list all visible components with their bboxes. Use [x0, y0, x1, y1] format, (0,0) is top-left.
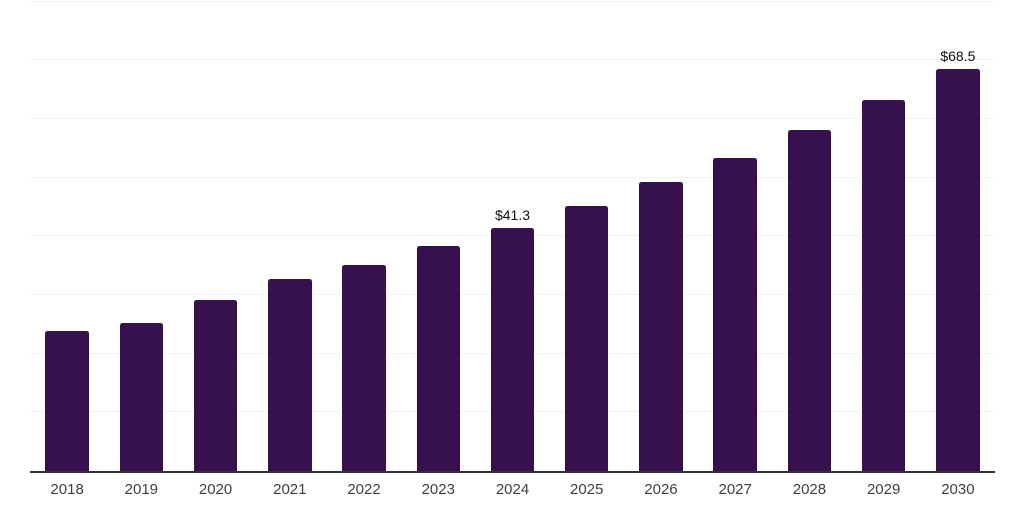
- gridline-80: [30, 0, 993, 2]
- bar-2023: [416, 246, 461, 471]
- bar-2029: [861, 100, 906, 471]
- x-axis-line: [30, 470, 995, 473]
- bar-2021: [268, 279, 312, 471]
- bar-2018: [45, 330, 89, 471]
- bar-2024: [490, 228, 535, 471]
- bar-2025: [564, 206, 609, 471]
- bar-2026: [639, 181, 683, 471]
- gridline-70: [30, 59, 993, 61]
- x-tick-label-2030: 2030: [941, 481, 975, 498]
- value-label-2030: $68.5: [940, 47, 976, 64]
- bar-2030: [936, 68, 980, 471]
- gridline-60: [30, 117, 993, 119]
- x-tick-label-2022: 2022: [347, 481, 381, 498]
- x-tick-label-2025: 2025: [570, 481, 604, 498]
- x-tick-label-2018: 2018: [50, 481, 84, 498]
- plot-area: $41.3 $68.5: [30, 0, 995, 471]
- bar-2022: [342, 265, 386, 471]
- x-tick-label-2024: 2024: [495, 481, 530, 498]
- x-tick-label-2020: 2020: [198, 481, 233, 498]
- bar-2020: [193, 299, 238, 471]
- x-tick-label-2019: 2019: [124, 481, 159, 498]
- x-tick-label-2028: 2028: [792, 481, 827, 498]
- x-tick-label-2029: 2029: [866, 481, 901, 498]
- bar-2019: [119, 322, 164, 471]
- value-label-2024: $41.3: [494, 207, 531, 224]
- bar-2028: [787, 130, 832, 471]
- gridline-50: [30, 176, 993, 178]
- bar-2027: [713, 158, 757, 471]
- x-tick-label-2021: 2021: [273, 481, 307, 498]
- x-tick-label-2027: 2027: [718, 481, 752, 498]
- x-tick-label-2023: 2023: [421, 481, 455, 498]
- x-tick-label-2026: 2026: [644, 481, 678, 498]
- x-axis-labels: 2018 2019 2020 2021 2022 2023 2024 2025 2026 2027…: [30, 481, 995, 505]
